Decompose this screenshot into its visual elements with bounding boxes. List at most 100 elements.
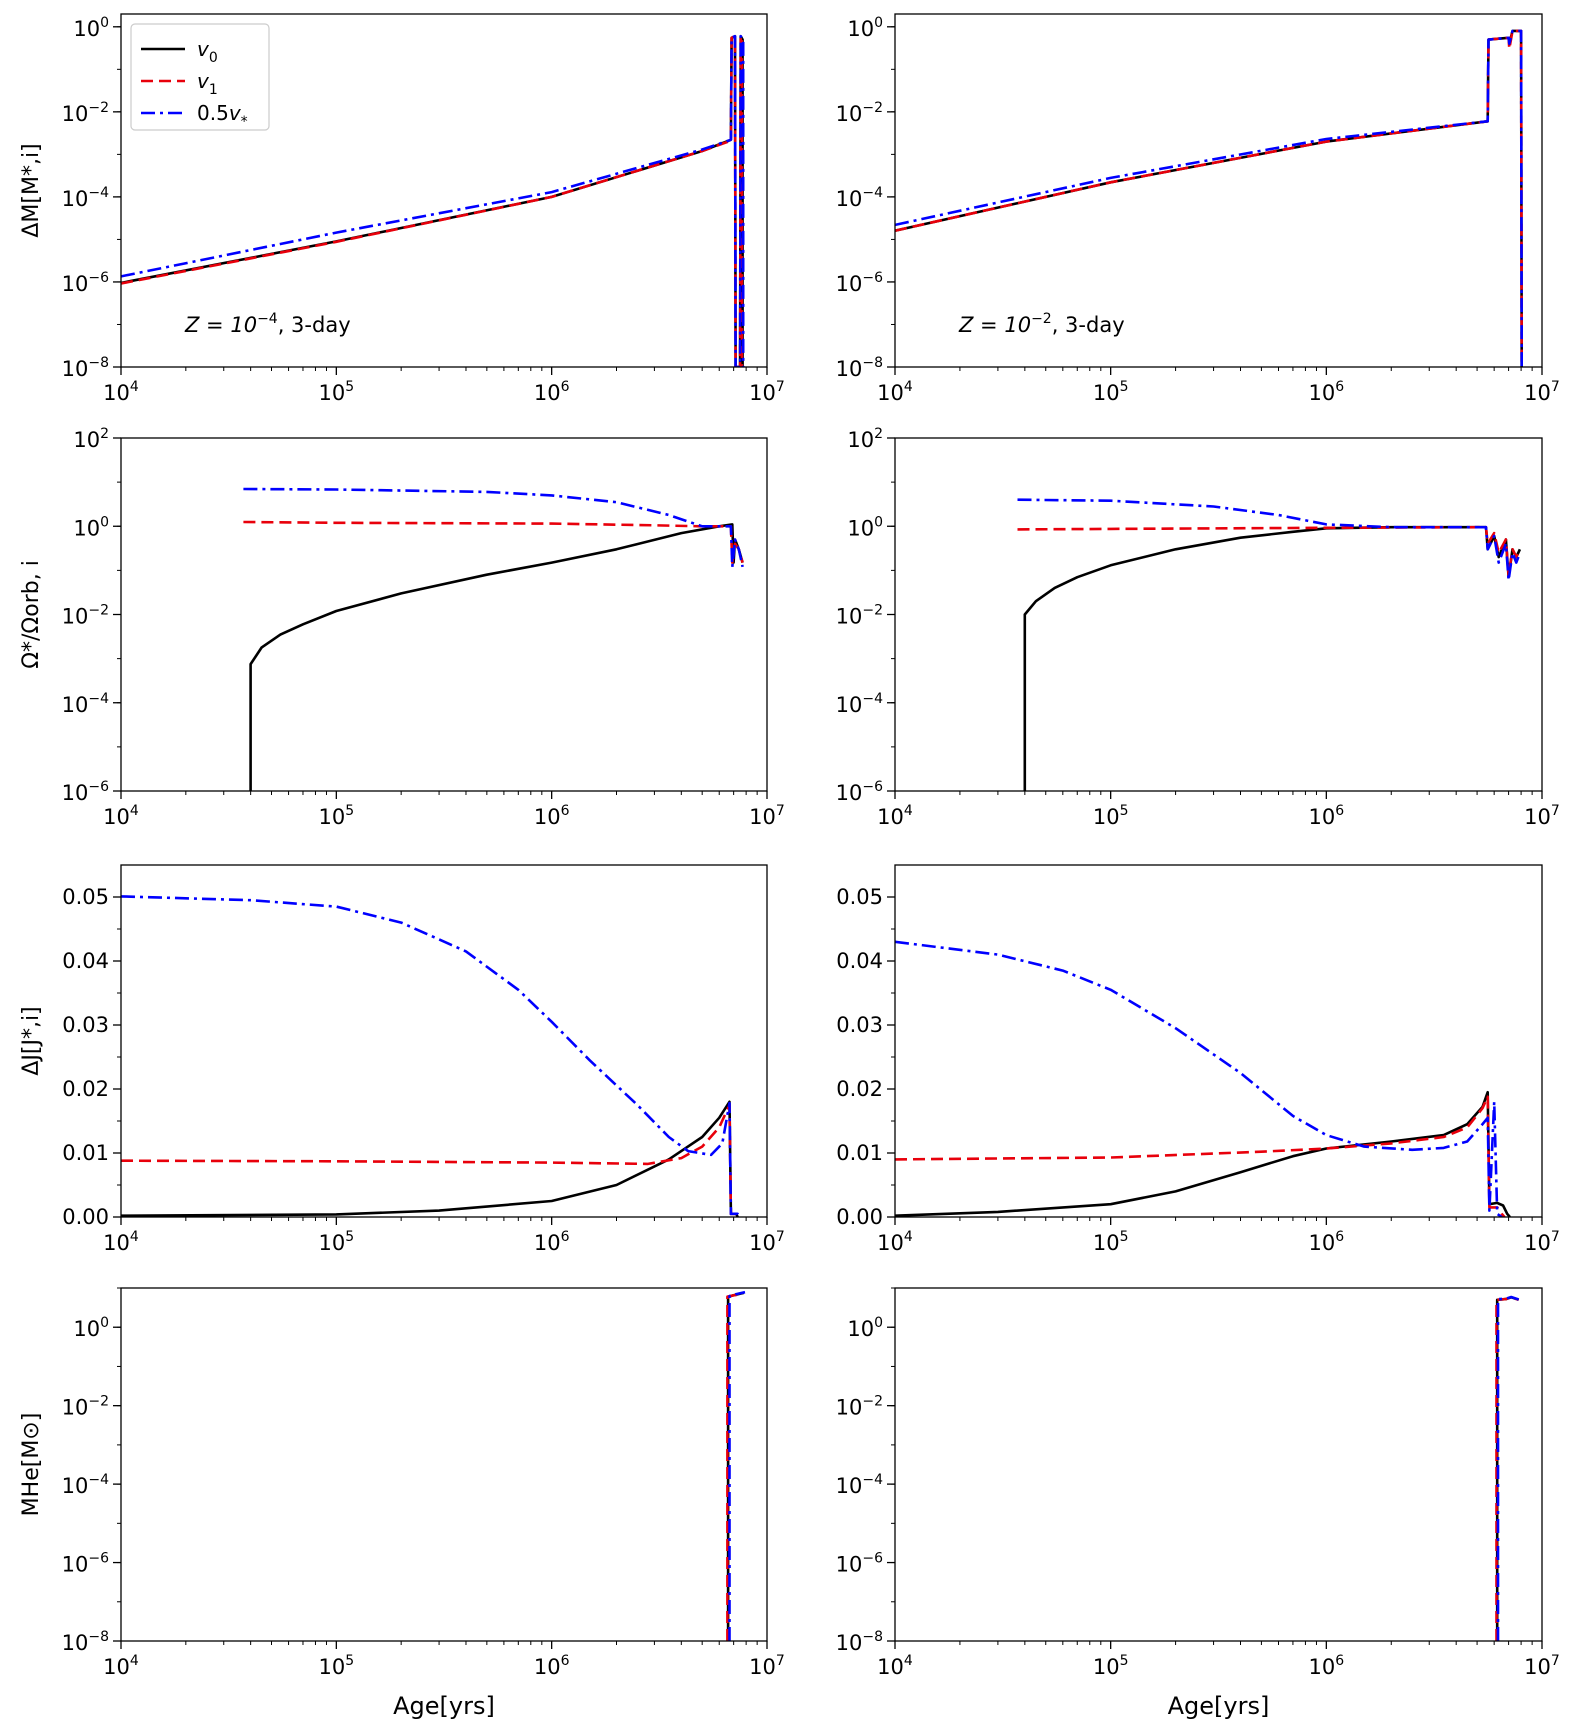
x-tick-label-base: 10 (877, 1655, 904, 1679)
y-tick-label: 100 (847, 15, 883, 41)
y-tick-label-exp: 0 (100, 15, 109, 31)
y-tick-label-exp: −8 (88, 355, 109, 371)
y-tick-label-exp: 0 (874, 1315, 883, 1331)
y-tick-label-exp: −6 (88, 779, 109, 795)
y-tick-label: 10−8 (836, 1629, 883, 1655)
y-tick-label-base: 10 (836, 693, 863, 717)
x-tick-label: 104 (103, 1653, 139, 1679)
x-tick-label-base: 10 (1093, 805, 1120, 829)
series-line-0.5v* (121, 895, 741, 1217)
x-tick-label-base: 10 (1524, 805, 1551, 829)
series-group (121, 34, 745, 367)
y-tick-label: 10−6 (62, 779, 109, 805)
x-tick-label-base: 10 (1309, 1655, 1336, 1679)
y-tick-label: 102 (847, 426, 883, 452)
x-tick-label: 106 (534, 1653, 570, 1679)
y-tick-label: 0.02 (836, 1077, 883, 1101)
y-tick-label-exp: −2 (862, 1394, 883, 1410)
y-tick-label-base: 10 (836, 781, 863, 805)
x-tick-label-exp: 4 (130, 379, 139, 395)
y-tick-label: 0.01 (836, 1141, 883, 1165)
annotation-exp: −4 (257, 311, 278, 327)
x-tick-label-exp: 5 (345, 803, 354, 819)
x-tick-label-exp: 6 (1335, 1229, 1344, 1245)
series-group (1495, 1295, 1520, 1641)
y-tick-label-exp: −2 (88, 603, 109, 619)
x-tick-label: 107 (1524, 379, 1560, 405)
y-tick-label-base: 10 (836, 1553, 863, 1577)
legend-label-v0: v0 (197, 37, 218, 66)
y-tick-label-exp: −4 (862, 185, 883, 201)
y-tick-label: 0.04 (836, 949, 883, 973)
x-tick-label-base: 10 (319, 1655, 346, 1679)
y-tick-label: 10−4 (836, 1472, 883, 1498)
y-tick-label-exp: 0 (100, 1315, 109, 1331)
y-tick-label-base: 10 (62, 1396, 89, 1420)
x-tick-label-exp: 6 (1335, 1653, 1344, 1669)
y-tick-label-base: 10 (62, 357, 89, 381)
x-tick-label-exp: 7 (776, 379, 785, 395)
x-tick-label-exp: 5 (1120, 379, 1129, 395)
x-tick-label: 106 (534, 1229, 570, 1255)
y-axis-label: ΔJ[J*,i] (19, 1006, 44, 1075)
x-tick-label: 106 (534, 379, 570, 405)
x-tick-label-base: 10 (1093, 1231, 1120, 1255)
y-tick-label-exp: 2 (874, 426, 883, 442)
y-tick-label: 10−4 (62, 1472, 109, 1498)
x-tick-label: 105 (319, 1653, 355, 1679)
y-tick-label-base: 10 (73, 17, 100, 41)
y-tick-label: 10−8 (62, 355, 109, 381)
x-tick-label-base: 10 (1309, 381, 1336, 405)
x-tick-label-base: 10 (319, 1231, 346, 1255)
y-tick-label: 100 (73, 15, 109, 41)
x-tick-label-exp: 7 (776, 1229, 785, 1245)
x-tick-label-base: 10 (877, 381, 904, 405)
x-tick-label: 104 (103, 379, 139, 405)
annotation-exp: −2 (1031, 311, 1052, 327)
x-tick-label-base: 10 (1524, 1231, 1551, 1255)
annotation-suffix: , 3-day (278, 313, 351, 337)
series-group (1017, 498, 1522, 791)
x-tick-label: 106 (1309, 1653, 1345, 1679)
y-tick-label: 0.05 (836, 885, 883, 909)
x-tick-label-exp: 5 (345, 1229, 354, 1245)
x-tick-label-base: 10 (1309, 805, 1336, 829)
y-tick-label: 10−8 (836, 355, 883, 381)
x-tick-label-base: 10 (1093, 1655, 1120, 1679)
x-tick-label-exp: 4 (904, 803, 913, 819)
x-tick-label-exp: 7 (1551, 1229, 1560, 1245)
y-tick-label-exp: −4 (88, 1472, 109, 1488)
y-tick-label-base: 10 (62, 102, 89, 126)
series-group (895, 29, 1523, 367)
y-tick-label-base: 10 (836, 605, 863, 629)
y-tick-label: 10−2 (62, 100, 109, 126)
x-tick-label-base: 10 (1524, 1655, 1551, 1679)
y-tick-label: 0.02 (62, 1077, 109, 1101)
x-tick-label: 105 (1093, 379, 1129, 405)
y-tick-label-exp: 0 (100, 514, 109, 530)
y-tick-label: 0.01 (62, 1141, 109, 1165)
x-tick-label-base: 10 (1524, 381, 1551, 405)
y-tick-label-base: 10 (836, 102, 863, 126)
x-tick-label: 104 (877, 1229, 913, 1255)
x-tick-label: 107 (749, 379, 785, 405)
y-tick-label-exp: −4 (88, 185, 109, 201)
y-tick-label-base: 10 (836, 272, 863, 296)
y-tick-label: 10−4 (62, 185, 109, 211)
y-tick-label: 10−2 (62, 603, 109, 629)
x-tick-label-exp: 6 (561, 379, 570, 395)
series-group (726, 1290, 746, 1641)
x-tick-label: 107 (749, 803, 785, 829)
y-tick-label-exp: 2 (100, 426, 109, 442)
y-tick-label-exp: −2 (862, 603, 883, 619)
series-line-v1 (1495, 1296, 1520, 1641)
x-tick-label-base: 10 (534, 1231, 561, 1255)
annotation-suffix: , 3-day (1052, 313, 1125, 337)
x-tick-label: 105 (1093, 803, 1129, 829)
series-line-0.5v* (121, 34, 745, 367)
y-tick-label-base: 10 (836, 1396, 863, 1420)
y-tick-label: 10−2 (62, 1394, 109, 1420)
x-tick-label-exp: 6 (1335, 379, 1344, 395)
y-tick-label: 0.03 (836, 1013, 883, 1037)
y-tick-label-base: 10 (73, 428, 100, 452)
